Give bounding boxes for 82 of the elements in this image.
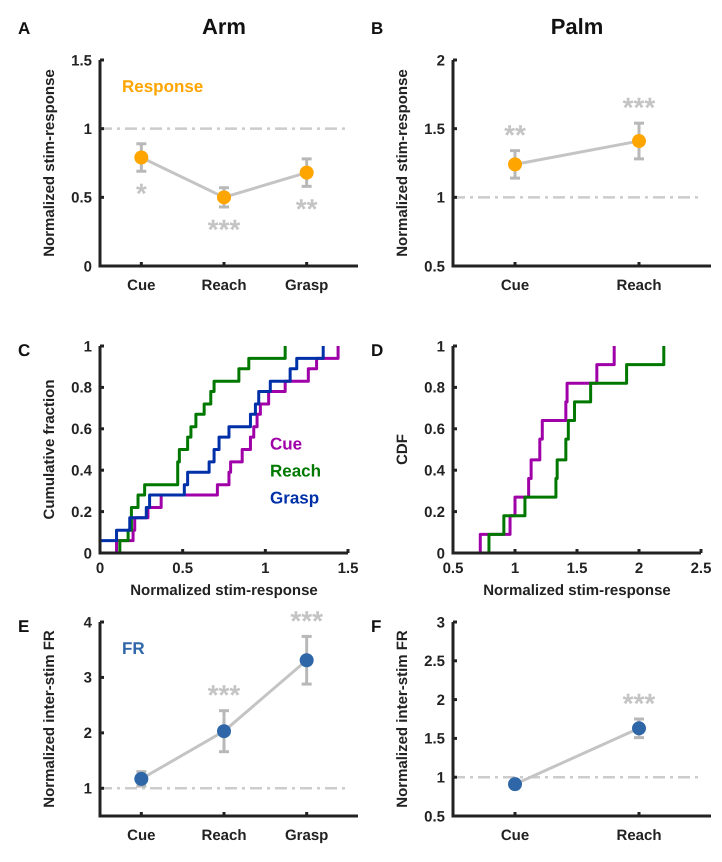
x-tick-label: Cue xyxy=(500,277,530,294)
text: D xyxy=(371,341,384,360)
y-tick-label: 0.5 xyxy=(424,808,445,826)
x-axis-title: Normalized stim-response xyxy=(130,582,318,599)
y-axis-title: Cumulative fraction xyxy=(41,379,58,520)
point xyxy=(217,190,231,204)
text: E xyxy=(18,617,30,636)
data-label: *** xyxy=(622,92,656,124)
text: A xyxy=(18,19,30,38)
x-axis-title: Normalized stim-response xyxy=(483,582,671,599)
x-tick-label: 1.5 xyxy=(338,560,358,577)
y-tick-label: 1 xyxy=(436,769,445,786)
y-tick-label: 1.5 xyxy=(424,120,445,138)
x-tick-label: 2 xyxy=(634,560,644,577)
x-tick-label: 2.5 xyxy=(690,560,712,577)
data-label: ** xyxy=(504,120,526,151)
x-tick-label: Cue xyxy=(127,277,156,294)
text: Grasp xyxy=(270,488,320,508)
data-label: *** xyxy=(622,688,656,719)
y-tick-label: 0.5 xyxy=(424,258,445,276)
y-tick-label: 1 xyxy=(84,780,92,798)
chart-title: Arm xyxy=(202,14,246,39)
x-tick-label: Cue xyxy=(127,827,156,844)
x-tick-label: Cue xyxy=(500,827,530,844)
text: F xyxy=(371,617,382,636)
y-tick-label: 1 xyxy=(84,120,92,138)
series-label: Cue xyxy=(270,434,302,454)
text: B xyxy=(371,19,384,38)
point xyxy=(217,724,231,738)
point xyxy=(300,166,314,180)
x-tick-label: Reach xyxy=(616,827,662,844)
y-tick-label: 0.2 xyxy=(71,504,92,521)
text: Reach xyxy=(270,462,322,480)
x-tick-label: 1.5 xyxy=(566,560,588,577)
y-tick-label: 0.6 xyxy=(424,421,445,438)
y-tick-label: 2 xyxy=(436,692,445,709)
y-tick-label: 1 xyxy=(84,338,92,356)
point xyxy=(134,150,148,165)
y-tick-label: 3 xyxy=(436,614,445,632)
x-tick-label: Reach xyxy=(616,277,662,294)
y-axis-title: Normalized inter-stim FR xyxy=(41,630,58,808)
y-tick-label: 4 xyxy=(84,614,93,632)
y-axis-title: Normalized stim-response xyxy=(41,69,58,257)
data-label: *** xyxy=(208,214,240,245)
point xyxy=(300,653,314,668)
y-tick-label: 2.5 xyxy=(424,653,445,670)
y-tick-label: 0 xyxy=(84,545,92,562)
y-tick-label: 0.4 xyxy=(71,462,93,480)
y-tick-label: 3 xyxy=(84,670,92,687)
y-tick-label: 0.8 xyxy=(424,380,445,397)
x-tick-label: 0 xyxy=(96,560,104,577)
text: C xyxy=(18,341,30,360)
text: FR xyxy=(122,639,145,658)
data-label: *** xyxy=(290,605,324,636)
y-tick-label: 1 xyxy=(436,190,445,207)
x-tick-label: Reach xyxy=(201,277,247,294)
text: Response xyxy=(122,77,204,96)
y-tick-label: 1.5 xyxy=(424,730,445,748)
data-label: ** xyxy=(296,193,318,224)
y-axis-title: CDF xyxy=(394,434,411,465)
x-tick-label: Grasp xyxy=(284,827,328,844)
y-tick-label: 0 xyxy=(436,545,445,562)
data-label: * xyxy=(136,178,147,210)
chart-title: Palm xyxy=(550,14,604,39)
y-tick-label: 2 xyxy=(84,725,92,742)
y-axis-title: Normalized inter-stim FR xyxy=(394,630,411,808)
data-label: *** xyxy=(208,680,240,711)
y-axis-title: Normalized stim-response xyxy=(394,69,411,257)
x-tick-label: Reach xyxy=(201,827,247,844)
x-tick-label: 1 xyxy=(510,560,520,577)
y-tick-label: 1.5 xyxy=(71,52,92,70)
y-tick-label: 0.5 xyxy=(71,190,92,207)
y-tick-label: 2 xyxy=(436,52,445,70)
y-tick-label: 0.8 xyxy=(71,380,92,397)
y-tick-label: 0.6 xyxy=(71,421,92,438)
x-tick-label: 1 xyxy=(261,560,270,577)
y-tick-label: 0.4 xyxy=(424,462,446,480)
x-tick-label: 0.5 xyxy=(172,560,194,577)
y-tick-label: 0 xyxy=(84,258,92,276)
y-tick-label: 1 xyxy=(436,338,445,356)
y-tick-label: 0.2 xyxy=(424,504,445,521)
x-tick-label: Grasp xyxy=(284,277,328,294)
